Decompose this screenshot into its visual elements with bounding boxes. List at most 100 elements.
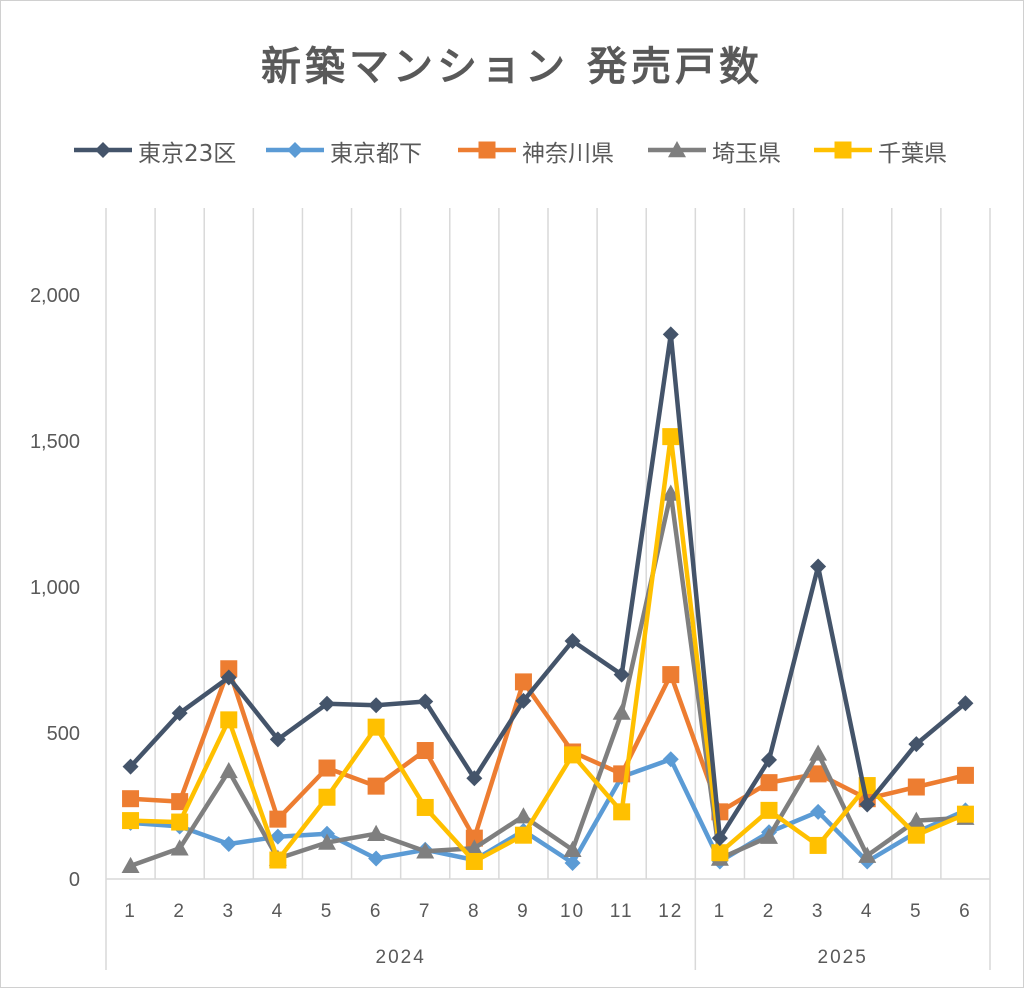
- data-point: [858, 846, 877, 863]
- x-tick-label: 6: [370, 901, 383, 922]
- x-tick-label: 1: [124, 901, 137, 922]
- data-point: [662, 326, 679, 343]
- data-point: [122, 812, 140, 830]
- data-point: [907, 811, 926, 828]
- data-point: [318, 788, 336, 806]
- data-point: [859, 796, 876, 813]
- data-point: [564, 633, 581, 650]
- x-tick-label: 5: [910, 901, 923, 922]
- data-point: [760, 827, 778, 844]
- x-tick-label: 5: [321, 901, 334, 922]
- x-tick-label: 9: [517, 901, 530, 922]
- data-point: [564, 854, 581, 871]
- data-point: [121, 856, 140, 874]
- series-line: [128, 332, 967, 841]
- x-group-label: 2024: [376, 947, 426, 968]
- data-point: [662, 428, 680, 446]
- y-tick-label: 500: [47, 723, 80, 745]
- y-tick-label: 1,500: [30, 431, 80, 453]
- legend-swatch: [266, 142, 324, 158]
- data-point: [269, 810, 287, 828]
- series-line: [130, 434, 967, 864]
- series-line: [129, 491, 966, 869]
- data-point: [368, 850, 385, 867]
- legend-swatch: [458, 141, 516, 159]
- data-point: [711, 830, 728, 847]
- legend-swatch: [814, 141, 872, 159]
- data-point: [122, 758, 139, 775]
- x-tick-label: 11: [610, 901, 634, 922]
- x-tick-label: 6: [959, 901, 972, 922]
- data-point: [220, 660, 238, 678]
- data-point: [956, 766, 974, 784]
- x-tick-label: 3: [222, 901, 235, 922]
- data-point: [318, 833, 336, 850]
- data-point: [711, 844, 729, 862]
- data-point: [122, 790, 140, 808]
- legend-swatch: [648, 141, 706, 158]
- legend-label: 埼玉県: [712, 141, 781, 167]
- data-point: [662, 666, 680, 684]
- data-point: [219, 761, 238, 779]
- legend-marker: [478, 141, 496, 159]
- chart-title: 新築マンション 発売戸数: [261, 44, 763, 90]
- x-tick-label: 4: [272, 901, 285, 922]
- data-point: [269, 731, 286, 748]
- legend-label: 東京23区: [138, 141, 237, 167]
- data-point: [810, 558, 827, 575]
- chart-legend: 東京23区 東京都下 神奈川県 埼玉県 千葉県: [0, 130, 1024, 170]
- x-tick-label: 7: [419, 901, 432, 922]
- data-point: [514, 673, 532, 691]
- data-point: [809, 765, 827, 783]
- data-point: [170, 839, 189, 856]
- data-point: [563, 840, 582, 857]
- data-point: [367, 777, 385, 795]
- data-point: [220, 835, 237, 852]
- data-point: [171, 813, 189, 831]
- data-point: [367, 718, 385, 736]
- data-point: [956, 805, 974, 823]
- data-point: [465, 839, 484, 856]
- data-point: [809, 836, 827, 854]
- x-tick-label: 10: [560, 901, 585, 922]
- data-point: [760, 801, 778, 819]
- data-point: [416, 798, 434, 816]
- data-point: [810, 803, 827, 820]
- data-point: [416, 742, 434, 760]
- legend-marker: [287, 142, 303, 158]
- data-point: [465, 829, 483, 847]
- data-point: [514, 826, 532, 844]
- x-tick-label: 4: [861, 901, 874, 922]
- data-point: [613, 803, 631, 821]
- data-point: [907, 826, 925, 844]
- legend-marker: [834, 141, 852, 159]
- data-point: [220, 669, 237, 686]
- data-point: [319, 695, 335, 712]
- data-point: [760, 774, 778, 792]
- legend-label: 東京都下: [330, 141, 422, 167]
- data-point: [564, 746, 582, 764]
- y-tick-label: 2,000: [30, 285, 80, 307]
- x-tick-label: 1: [714, 901, 727, 922]
- legend-swatch: [74, 142, 132, 158]
- x-tick-label: 8: [468, 901, 481, 922]
- x-tick-label: 12: [658, 901, 683, 922]
- data-point: [612, 703, 631, 720]
- legend-marker: [95, 142, 111, 158]
- data-point: [908, 736, 925, 753]
- x-tick-label: 2: [173, 901, 186, 922]
- data-point: [416, 842, 435, 859]
- data-point: [907, 778, 925, 796]
- data-point: [465, 852, 483, 870]
- legend-label: 千葉県: [878, 141, 947, 167]
- data-point: [318, 759, 336, 777]
- x-tick-label: 3: [812, 901, 825, 922]
- data-point: [220, 711, 238, 729]
- data-point: [957, 695, 974, 712]
- data-point: [171, 705, 188, 722]
- data-point: [368, 697, 385, 714]
- x-group-label: 2025: [818, 947, 868, 968]
- data-point: [269, 828, 286, 845]
- x-tick-label: 2: [763, 901, 776, 922]
- data-point: [269, 851, 287, 869]
